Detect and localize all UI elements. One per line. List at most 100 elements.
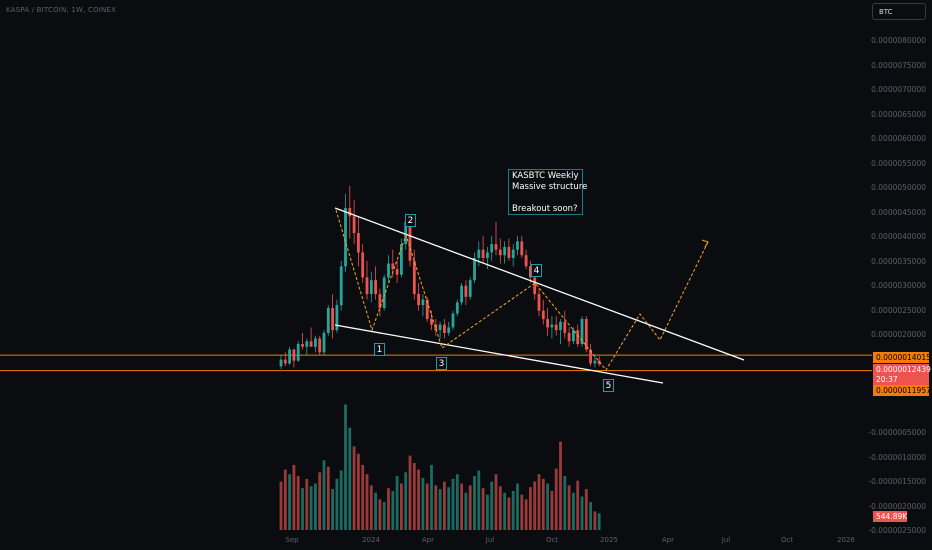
candle-body <box>283 359 287 364</box>
candle-body <box>408 221 412 261</box>
candle-body <box>434 324 438 331</box>
annotation-line-2: Massive structure <box>512 182 588 192</box>
candle-body <box>339 266 343 306</box>
annotation-line-1: KASBTC Weekly <box>512 171 579 181</box>
candle-body <box>400 244 403 275</box>
volume-bar <box>301 488 304 530</box>
candle-body <box>335 305 339 331</box>
price-tick-label: 0.0000020000 <box>871 330 926 339</box>
volume-bar <box>490 481 494 530</box>
candle-body <box>296 344 300 361</box>
candle-body <box>529 266 532 278</box>
volume-bar <box>322 460 326 530</box>
volume-bar <box>511 490 515 530</box>
volume-bar <box>283 469 287 530</box>
candle-body <box>546 319 549 328</box>
candle-body <box>301 344 304 347</box>
volume-bar <box>335 478 339 530</box>
candle-body <box>554 324 558 331</box>
candle-body <box>520 241 524 256</box>
volume-bar <box>400 483 403 530</box>
candle-body <box>369 280 373 295</box>
volume-bar <box>597 513 601 530</box>
candle-body <box>511 249 515 258</box>
volume-bar <box>576 480 580 530</box>
volume-bar <box>408 455 412 530</box>
volume-bar <box>455 474 459 530</box>
price-countdown: 20:37 <box>873 374 929 385</box>
volume-bar <box>589 502 592 530</box>
candle-body <box>318 338 322 353</box>
volume-bar <box>391 490 395 530</box>
price-tick-label: 0.0000060000 <box>871 134 926 143</box>
candle-body <box>391 263 395 270</box>
candle-body <box>447 327 451 333</box>
candle-body <box>563 321 567 333</box>
candle-body <box>374 280 377 295</box>
volume-bar <box>425 483 429 530</box>
candle-body <box>387 263 390 278</box>
price-tick-label: 0.0000075000 <box>871 60 926 70</box>
candle-body <box>451 313 455 328</box>
candle-body <box>417 294 420 306</box>
candle-body <box>593 360 597 364</box>
volume-bar <box>309 486 313 530</box>
wave-label-3: 3 <box>436 357 447 370</box>
candle-body <box>584 319 588 350</box>
volume-bar <box>580 496 584 530</box>
time-tick-label: Oct <box>780 536 794 544</box>
price-badge-current: 0.0000012439 <box>873 364 931 375</box>
candle-body <box>481 249 485 258</box>
candle-body <box>438 324 442 331</box>
price-tick-label: 0.0000045000 <box>871 207 926 217</box>
volume-bar <box>473 476 476 530</box>
candle-body <box>344 208 347 267</box>
volume-bar <box>369 485 373 530</box>
volume-bar <box>498 486 502 530</box>
volume-bar <box>382 502 386 530</box>
volume-bar <box>365 474 369 530</box>
volume-bar <box>292 464 296 530</box>
time-tick-label: Jul <box>485 536 495 544</box>
volume-bar <box>468 485 472 530</box>
candle-body <box>314 338 317 347</box>
volume-bar <box>533 481 537 530</box>
price-tick-label: 0.0000070000 <box>871 85 926 94</box>
candle-body <box>288 349 291 364</box>
volume-bar <box>421 477 425 530</box>
candle-body <box>331 307 334 331</box>
volume-bar <box>344 404 347 530</box>
price-tick-label: 0.0000055000 <box>871 158 926 168</box>
volume-bar <box>494 474 498 530</box>
volume-badge: 544.89K <box>873 511 907 522</box>
volume-bar <box>572 492 575 530</box>
volume-bar <box>541 478 545 530</box>
volume-bar <box>486 494 489 530</box>
candle-body <box>309 341 313 347</box>
volume-bar <box>516 483 519 530</box>
candle-body <box>279 359 283 367</box>
candle-body <box>421 299 425 306</box>
volume-bar <box>378 499 382 530</box>
price-tick-label: 0.0000050000 <box>871 183 926 192</box>
volume-bar <box>404 472 408 530</box>
volume-bar <box>443 481 446 530</box>
time-tick-label: Apr <box>421 536 435 544</box>
candle-body <box>404 221 408 245</box>
wave-path <box>335 209 709 371</box>
volume-bar <box>339 470 343 530</box>
time-tick-label: 2026 <box>837 536 855 544</box>
volume-bar <box>524 499 528 530</box>
currency-selector[interactable]: BTC <box>872 3 926 20</box>
price-tick-label: -0.0000020000 <box>868 501 926 511</box>
candle-body <box>382 277 386 308</box>
price-tick-label: 0.0000035000 <box>871 256 926 266</box>
candle-body <box>326 307 330 333</box>
candle-body <box>460 285 463 303</box>
volume-bar <box>314 483 317 530</box>
volume-bar <box>434 485 438 530</box>
price-tick-label: -0.0000010000 <box>868 452 926 462</box>
candle-body <box>494 244 498 250</box>
candle-body <box>395 269 399 275</box>
